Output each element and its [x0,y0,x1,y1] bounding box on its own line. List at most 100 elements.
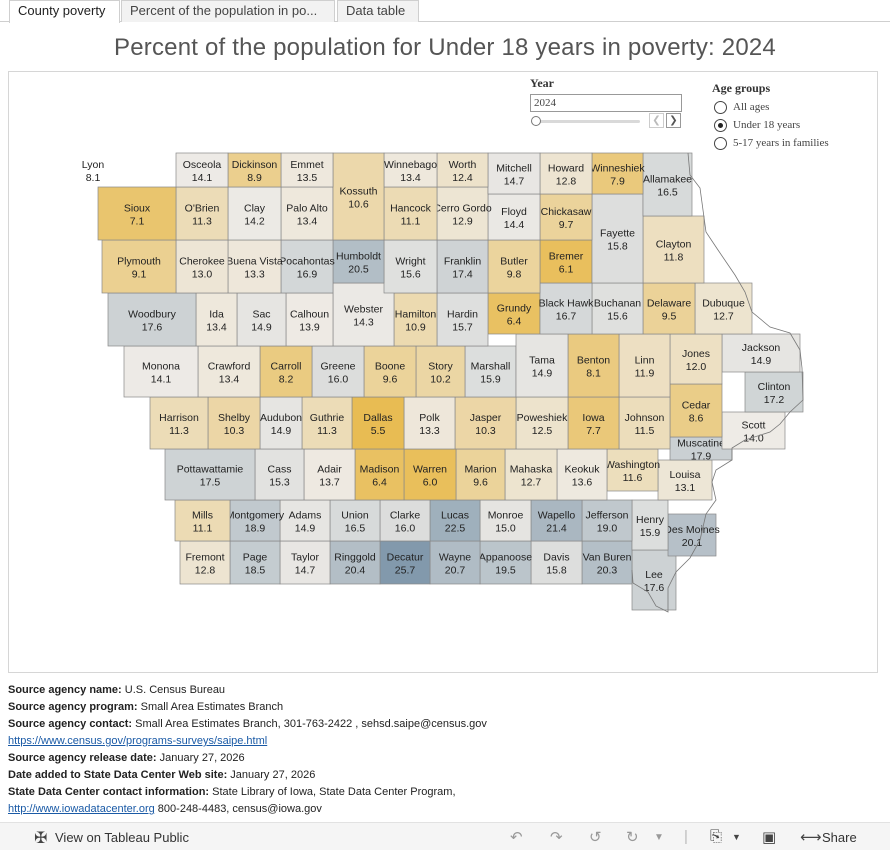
county-shape[interactable] [107,292,197,347]
county-shape[interactable] [618,396,671,450]
county-shape[interactable] [123,345,199,398]
county-shape[interactable] [363,345,417,398]
county-shape[interactable] [227,152,282,188]
county-shape[interactable] [479,540,532,585]
county-shape[interactable] [303,448,356,501]
county-shape[interactable] [667,513,717,557]
source-url-link[interactable]: https://www.census.gov/programs-surveys/… [8,735,268,747]
county-shape[interactable] [436,186,489,241]
year-next-button[interactable]: ❯ [666,113,681,128]
county-shape[interactable] [179,540,231,585]
county-shape[interactable] [379,499,431,542]
county-shape[interactable] [530,499,583,542]
county-shape[interactable] [227,186,282,241]
county-shape[interactable] [721,411,786,450]
undo-icon[interactable]: ↶ [510,829,523,846]
fullscreen-icon[interactable]: ▣ [762,829,777,846]
county-shape[interactable] [436,239,489,294]
county-shape[interactable] [591,152,644,195]
county-shape[interactable] [97,186,177,241]
county-shape[interactable] [175,239,229,294]
county-shape[interactable] [280,239,334,294]
county-shape[interactable] [631,499,669,551]
county-shape[interactable] [101,239,177,294]
refresh-icon[interactable]: ↻ [626,829,639,846]
county-shape[interactable] [454,396,517,450]
county-shape[interactable] [227,239,282,294]
county-shape[interactable] [436,152,489,188]
county-shape[interactable] [721,333,801,373]
county-shape[interactable] [175,152,229,188]
county-shape[interactable] [383,239,438,294]
redo-icon[interactable]: ↷ [550,829,563,846]
radio-5-17-families[interactable] [714,137,727,150]
county-shape[interactable] [229,499,281,542]
tab-county-poverty[interactable]: County poverty [9,0,120,23]
year-prev-button[interactable]: ❮ [649,113,664,128]
view-on-tableau-link[interactable]: View on Tableau Public [55,830,189,845]
share-icon[interactable]: ⟷ [800,829,822,846]
county-shape[interactable] [694,282,753,335]
county-shape[interactable] [329,540,381,585]
county-shape[interactable] [351,396,405,450]
county-shape[interactable] [581,499,633,542]
share-button[interactable]: Share [822,830,857,845]
radio-under-18[interactable] [714,119,727,132]
county-shape[interactable] [455,448,506,501]
county-shape[interactable] [174,499,231,542]
county-shape[interactable] [149,396,209,450]
